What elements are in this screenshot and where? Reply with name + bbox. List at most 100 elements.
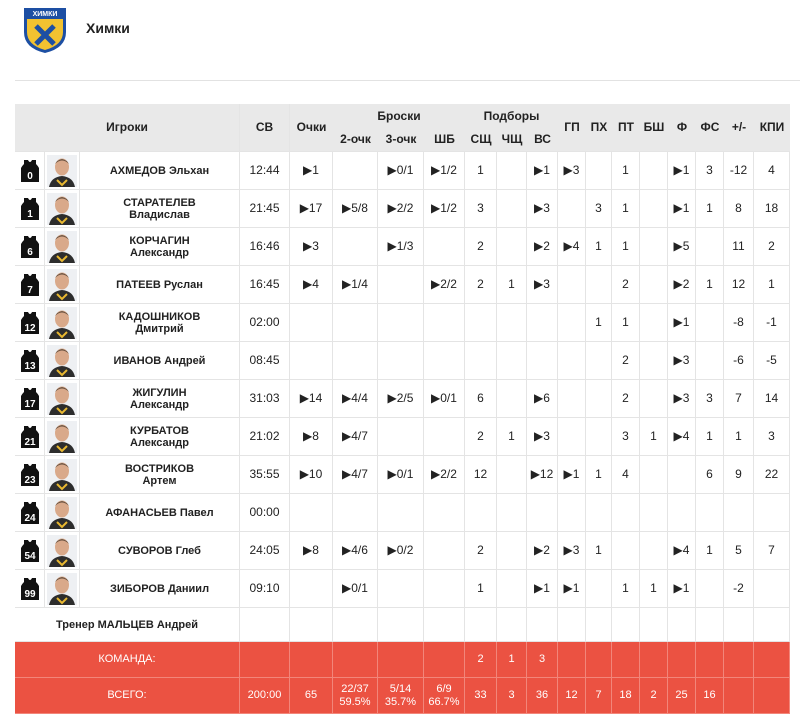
stat-cell: ▶8 — [290, 532, 333, 570]
cell-value: 1 — [622, 239, 629, 253]
stat-cell — [465, 304, 497, 342]
jersey-icon: 99 — [20, 577, 39, 600]
stat-cell: 3 — [754, 418, 790, 456]
stat-cell — [497, 570, 527, 608]
cell-value: 6 — [706, 467, 713, 481]
stat-cell: 2 — [612, 342, 640, 380]
cell-value: 11 — [732, 239, 745, 253]
cell-value: 18 — [619, 689, 632, 701]
player-name: АХМЕДОВ Эльхан — [109, 164, 210, 177]
stat-cell: ▶1/4 — [333, 266, 378, 304]
cell-value: 5 — [735, 543, 742, 557]
header-label: СЩ — [470, 132, 492, 146]
empty-cell — [754, 608, 790, 642]
stat-cell — [586, 380, 612, 418]
footer-cell: 22/37 59.5% — [333, 678, 378, 714]
cell-value: 2 — [477, 277, 484, 291]
stat-cell — [558, 418, 586, 456]
cell-value: 16:46 — [249, 239, 280, 253]
jersey-number: 7 — [27, 285, 33, 296]
stat-cell — [290, 570, 333, 608]
stat-cell: ▶8 — [290, 418, 333, 456]
empty-cell — [612, 608, 640, 642]
cell-value: 1 — [508, 277, 515, 291]
cell-value: -5 — [766, 353, 777, 367]
jersey-number: 6 — [27, 247, 33, 258]
stat-cell: 8 — [724, 190, 754, 228]
cell-line: 59.5% — [339, 695, 371, 708]
cell-value: ▶4/7 — [342, 467, 368, 481]
header-label: ГП — [564, 120, 580, 134]
cell-value: 1 — [508, 653, 515, 665]
stat-cell — [586, 266, 612, 304]
header-label: Игроки — [106, 120, 148, 134]
stat-cell: ▶3 — [558, 532, 586, 570]
stat-cell — [640, 190, 668, 228]
cell-value: 1 — [706, 429, 713, 443]
cell-value: 7 — [595, 689, 602, 701]
name-cell: СУВОРОВ Глеб — [80, 532, 240, 570]
stat-cell: ▶3 — [527, 418, 558, 456]
jersey-number: 17 — [24, 399, 36, 410]
jersey-cell: 17 — [15, 380, 45, 418]
cell-value: 1 — [650, 429, 657, 443]
cell-value: 2 — [768, 239, 775, 253]
stat-cell: ▶2/2 — [424, 266, 465, 304]
stat-cell — [668, 456, 696, 494]
player-name: ЖИГУЛИН — [132, 386, 187, 399]
jersey-icon: 7 — [20, 273, 39, 296]
cell-value: ▶0/1 — [342, 581, 368, 595]
stat-cell — [640, 494, 668, 532]
cell-value: 3 — [706, 163, 713, 177]
cell-value: ▶1/2 — [431, 201, 457, 215]
header-cell: ВС — [527, 128, 558, 152]
empty-cell — [378, 608, 424, 642]
name-cell: ПАТЕЕВ Руслан — [80, 266, 240, 304]
cell-value: 1 — [622, 581, 629, 595]
cell-value: 33 — [474, 689, 487, 701]
stat-cell: 3 — [612, 418, 640, 456]
footer-label-cell: ВСЕГО: — [15, 678, 240, 714]
stat-cell: -5 — [754, 342, 790, 380]
cell-value: -1 — [766, 315, 777, 329]
stat-cell: 1 — [696, 418, 724, 456]
footer-cell: 65 — [290, 678, 333, 714]
jersey-cell: 21 — [15, 418, 45, 456]
stat-cell: 35:55 — [240, 456, 290, 494]
cell-value: ▶3 — [534, 201, 550, 215]
stat-cell — [612, 532, 640, 570]
cell-value: 9 — [735, 467, 742, 481]
cell-value: 1 — [622, 201, 629, 215]
stat-cell: ▶0/1 — [424, 380, 465, 418]
stat-cell: ▶2/2 — [378, 190, 424, 228]
footer-cell — [333, 642, 378, 678]
stat-cell — [378, 418, 424, 456]
photo-cell — [45, 190, 80, 228]
stat-cell: ▶3 — [668, 342, 696, 380]
stat-cell: ▶0/1 — [333, 570, 378, 608]
logo-text: ХИМКИ — [33, 11, 58, 18]
stat-cell: 1 — [586, 532, 612, 570]
jersey-cell: 13 — [15, 342, 45, 380]
stat-cell: 1 — [754, 266, 790, 304]
player-name: ВОСТРИКОВ — [124, 462, 195, 475]
stat-cell — [378, 342, 424, 380]
photo-cell — [45, 304, 80, 342]
cell-value: 2 — [622, 353, 629, 367]
header-label: ВС — [534, 132, 551, 146]
player-photo — [47, 496, 77, 529]
stat-cell: 16:45 — [240, 266, 290, 304]
stat-cell: 24:05 — [240, 532, 290, 570]
name-cell: АХМЕДОВ Эльхан — [80, 152, 240, 190]
name-cell: ЗИБОРОВ Даниил — [80, 570, 240, 608]
footer-cell: 33 — [465, 678, 497, 714]
jersey-icon: 23 — [20, 463, 39, 486]
stat-cell: 12 — [724, 266, 754, 304]
cell-value: 1 — [595, 239, 602, 253]
stat-cell: 3 — [465, 190, 497, 228]
footer-cell: 12 — [558, 678, 586, 714]
player-photo — [47, 572, 77, 605]
cell-value: 1 — [706, 201, 713, 215]
cell-value: 7 — [768, 543, 775, 557]
empty-cell — [586, 608, 612, 642]
